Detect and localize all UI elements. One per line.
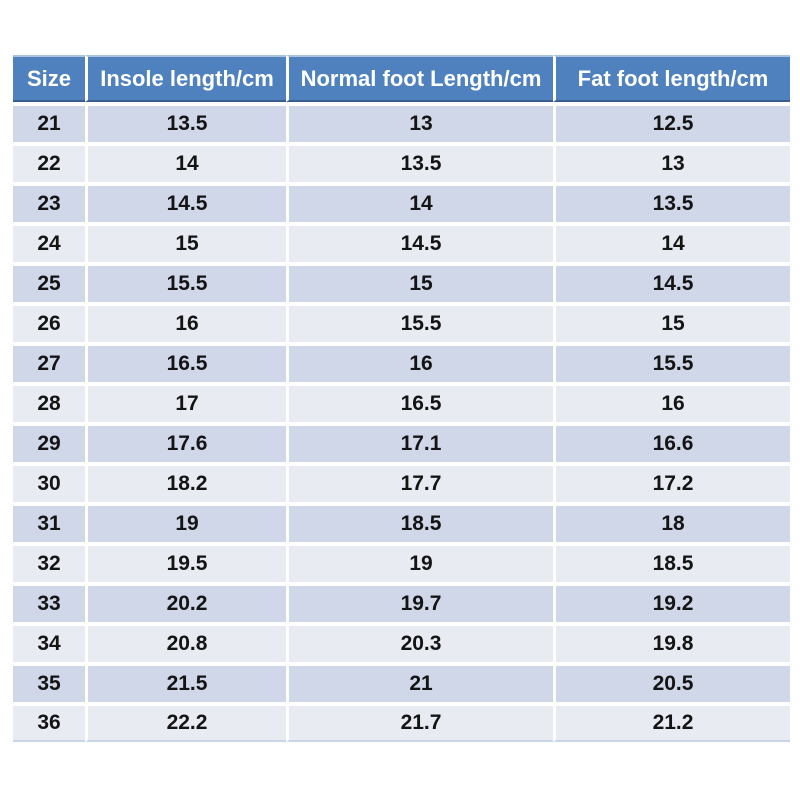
length-cell: 14 bbox=[286, 182, 553, 222]
column-header: Fat foot length/cm bbox=[553, 55, 790, 102]
length-cell: 21.5 bbox=[85, 662, 286, 702]
length-cell: 16.6 bbox=[553, 422, 790, 462]
size-cell: 24 bbox=[13, 222, 85, 262]
table-header: Size Insole length/cm Normal foot Length/c… bbox=[13, 55, 790, 102]
column-header: Insole length/cm bbox=[85, 55, 286, 102]
length-cell: 16 bbox=[553, 382, 790, 422]
table-row: 32 19.5 19 18.5 bbox=[13, 542, 790, 582]
length-cell: 15.5 bbox=[553, 342, 790, 382]
table-row: 22 14 13.5 13 bbox=[13, 142, 790, 182]
length-cell: 13.5 bbox=[85, 102, 286, 142]
size-cell: 28 bbox=[13, 382, 85, 422]
table-row: 27 16.5 16 15.5 bbox=[13, 342, 790, 382]
length-cell: 14.5 bbox=[85, 182, 286, 222]
length-cell: 14.5 bbox=[553, 262, 790, 302]
length-cell: 19 bbox=[286, 542, 553, 582]
length-cell: 17.7 bbox=[286, 462, 553, 502]
length-cell: 13.5 bbox=[286, 142, 553, 182]
length-cell: 13.5 bbox=[553, 182, 790, 222]
length-cell: 13 bbox=[553, 142, 790, 182]
length-cell: 16 bbox=[85, 302, 286, 342]
table-row: 21 13.5 13 12.5 bbox=[13, 102, 790, 142]
table-row: 23 14.5 14 13.5 bbox=[13, 182, 790, 222]
table-body: 21 13.5 13 12.5 22 14 13.5 13 23 14.5 14 13.5 24 15 14… bbox=[13, 102, 790, 742]
length-cell: 17.6 bbox=[85, 422, 286, 462]
length-cell: 13 bbox=[286, 102, 553, 142]
size-chart-table: Size Insole length/cm Normal foot Length/c… bbox=[13, 55, 790, 742]
size-cell: 34 bbox=[13, 622, 85, 662]
length-cell: 12.5 bbox=[553, 102, 790, 142]
size-cell: 26 bbox=[13, 302, 85, 342]
length-cell: 22.2 bbox=[85, 702, 286, 742]
length-cell: 20.8 bbox=[85, 622, 286, 662]
length-cell: 19.8 bbox=[553, 622, 790, 662]
length-cell: 20.5 bbox=[553, 662, 790, 702]
length-cell: 16.5 bbox=[286, 382, 553, 422]
length-cell: 19.7 bbox=[286, 582, 553, 622]
length-cell: 14 bbox=[85, 142, 286, 182]
table-row: 31 19 18.5 18 bbox=[13, 502, 790, 542]
table-row: 29 17.6 17.1 16.6 bbox=[13, 422, 790, 462]
size-cell: 32 bbox=[13, 542, 85, 582]
header-row: Size Insole length/cm Normal foot Length/c… bbox=[13, 55, 790, 102]
size-cell: 22 bbox=[13, 142, 85, 182]
length-cell: 15 bbox=[85, 222, 286, 262]
column-header: Normal foot Length/cm bbox=[286, 55, 553, 102]
length-cell: 14 bbox=[553, 222, 790, 262]
length-cell: 15 bbox=[286, 262, 553, 302]
size-cell: 23 bbox=[13, 182, 85, 222]
length-cell: 17.2 bbox=[553, 462, 790, 502]
column-header: Size bbox=[13, 55, 85, 102]
size-cell: 27 bbox=[13, 342, 85, 382]
length-cell: 21 bbox=[286, 662, 553, 702]
size-cell: 29 bbox=[13, 422, 85, 462]
length-cell: 18.5 bbox=[286, 502, 553, 542]
length-cell: 16.5 bbox=[85, 342, 286, 382]
length-cell: 21.2 bbox=[553, 702, 790, 742]
size-cell: 21 bbox=[13, 102, 85, 142]
table-row: 34 20.8 20.3 19.8 bbox=[13, 622, 790, 662]
length-cell: 18.5 bbox=[553, 542, 790, 582]
length-cell: 19.5 bbox=[85, 542, 286, 582]
table-row: 24 15 14.5 14 bbox=[13, 222, 790, 262]
length-cell: 15.5 bbox=[286, 302, 553, 342]
length-cell: 18 bbox=[553, 502, 790, 542]
table-row: 25 15.5 15 14.5 bbox=[13, 262, 790, 302]
size-cell: 35 bbox=[13, 662, 85, 702]
length-cell: 20.2 bbox=[85, 582, 286, 622]
length-cell: 15.5 bbox=[85, 262, 286, 302]
length-cell: 19 bbox=[85, 502, 286, 542]
size-cell: 25 bbox=[13, 262, 85, 302]
length-cell: 20.3 bbox=[286, 622, 553, 662]
length-cell: 17 bbox=[85, 382, 286, 422]
length-cell: 21.7 bbox=[286, 702, 553, 742]
size-cell: 30 bbox=[13, 462, 85, 502]
length-cell: 15 bbox=[553, 302, 790, 342]
table-row: 28 17 16.5 16 bbox=[13, 382, 790, 422]
length-cell: 14.5 bbox=[286, 222, 553, 262]
size-cell: 33 bbox=[13, 582, 85, 622]
table-row: 26 16 15.5 15 bbox=[13, 302, 790, 342]
length-cell: 18.2 bbox=[85, 462, 286, 502]
size-cell: 36 bbox=[13, 702, 85, 742]
length-cell: 16 bbox=[286, 342, 553, 382]
length-cell: 17.1 bbox=[286, 422, 553, 462]
table-row: 36 22.2 21.7 21.2 bbox=[13, 702, 790, 742]
length-cell: 19.2 bbox=[553, 582, 790, 622]
table-row: 35 21.5 21 20.5 bbox=[13, 662, 790, 702]
size-cell: 31 bbox=[13, 502, 85, 542]
table-row: 33 20.2 19.7 19.2 bbox=[13, 582, 790, 622]
table-row: 30 18.2 17.7 17.2 bbox=[13, 462, 790, 502]
